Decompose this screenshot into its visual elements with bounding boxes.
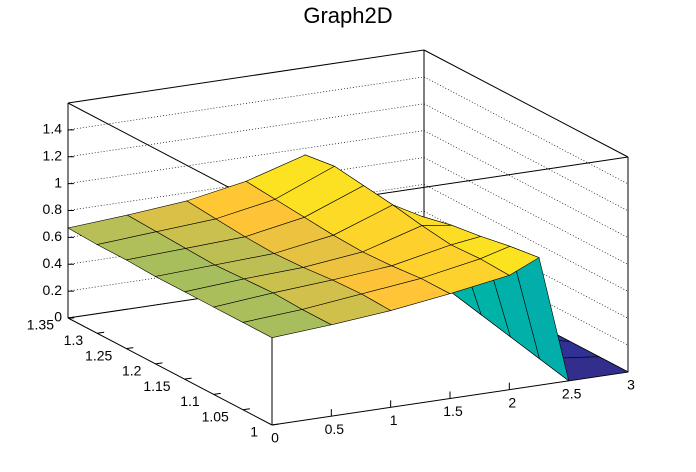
x-tick-label: 3	[627, 377, 635, 393]
x-tick-label: 2	[508, 394, 516, 410]
grid-line	[67, 130, 629, 238]
box-edge	[423, 49, 629, 158]
y-tick	[155, 362, 163, 365]
y-tick	[67, 316, 76, 319]
box-edge	[67, 49, 425, 104]
y-tick-label: 1.2	[122, 363, 142, 379]
y-tick	[97, 331, 105, 334]
z-tick-label: 1.4	[43, 121, 63, 137]
y-tick-label: 1	[250, 424, 258, 440]
box-edge	[67, 317, 273, 426]
y-tick-label: 1.15	[143, 378, 170, 394]
grid-line	[67, 103, 629, 212]
grid-line	[67, 237, 629, 346]
surface-cell	[242, 309, 333, 339]
y-tick	[184, 377, 192, 380]
z-tick-label: 0.8	[43, 201, 63, 217]
y-tick	[126, 347, 134, 350]
y-tick	[271, 423, 280, 426]
grid-line	[67, 184, 629, 292]
chart-title: Graph2D	[303, 3, 392, 28]
x-tick-label: 2.5	[562, 386, 582, 402]
x-tick-label: 1	[390, 412, 398, 428]
z-tick-label: 1	[54, 174, 62, 190]
y-tick-label: 1.35	[27, 317, 54, 333]
y-tick	[213, 392, 221, 395]
z-tick-label: 0.4	[43, 255, 63, 271]
z-tick-label: 1.2	[43, 147, 63, 163]
y-tick	[242, 408, 250, 411]
z-tick-label: 0	[54, 309, 62, 325]
y-tick-label: 1.05	[202, 408, 229, 424]
x-tick-label: 0.5	[325, 421, 345, 437]
z-tick-label: 0.2	[43, 282, 63, 298]
y-tick-label: 1.1	[180, 393, 200, 409]
grid-line	[67, 210, 629, 319]
z-tick-label: 0.6	[43, 228, 63, 244]
y-tick-label: 1.25	[85, 347, 112, 363]
x-tick-label: 1.5	[443, 403, 463, 419]
y-tick-label: 1.3	[64, 332, 84, 348]
grid-line	[67, 76, 629, 185]
x-tick-label: 0	[271, 430, 279, 446]
grid-line	[67, 157, 629, 265]
